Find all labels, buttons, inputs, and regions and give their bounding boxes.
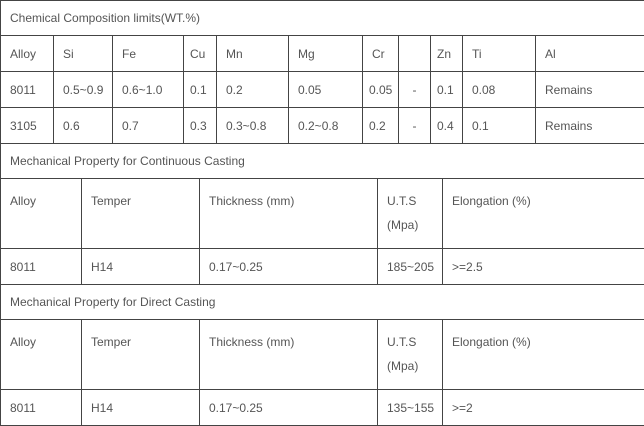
header-cell: Al xyxy=(536,36,644,72)
cell: Remains xyxy=(536,72,644,108)
header-cell: Alloy xyxy=(1,36,54,72)
header-cell: Alloy xyxy=(1,320,82,390)
cell: - xyxy=(399,72,431,108)
cell: 0.05 xyxy=(289,72,363,108)
cell: H14 xyxy=(82,249,200,285)
cell: 0.6~1.0 xyxy=(113,72,184,108)
cell: 0.08 xyxy=(463,72,536,108)
header-cell: Temper xyxy=(82,179,200,249)
header-cell: Fe xyxy=(113,36,184,72)
header-cell: Elongation (%) xyxy=(443,179,644,249)
direct-header-row: Alloy Temper Thickness (mm) U.T.S(Mpa) E… xyxy=(1,320,644,390)
cell: 0.4 xyxy=(431,108,463,144)
continuous-casting-table: Mechanical Property for Continuous Casti… xyxy=(0,143,644,285)
header-cell: Si xyxy=(54,36,113,72)
cell: 8011 xyxy=(1,72,54,108)
cell: >=2.5 xyxy=(443,249,644,285)
uts-label: U.T.S xyxy=(387,330,442,354)
continuous-title-row: Mechanical Property for Continuous Casti… xyxy=(1,144,644,179)
header-cell: Cu xyxy=(184,36,217,72)
cell: 3105 xyxy=(1,108,54,144)
header-cell xyxy=(399,36,431,72)
composition-title-row: Chemical Composition limits(WT.%) xyxy=(1,1,644,36)
header-cell: Ti xyxy=(463,36,536,72)
header-cell-uts: U.T.S(Mpa) xyxy=(378,179,443,249)
composition-table: Chemical Composition limits(WT.%) Alloy … xyxy=(0,0,644,144)
table-row: 3105 0.6 0.7 0.3 0.3~0.8 0.2~0.8 0.2 - 0… xyxy=(1,108,644,144)
uts-unit: (Mpa) xyxy=(387,354,442,378)
continuous-header-row: Alloy Temper Thickness (mm) U.T.S(Mpa) E… xyxy=(1,179,644,249)
cell: 8011 xyxy=(1,249,82,285)
cell: 0.1 xyxy=(184,72,217,108)
cell: 0.2 xyxy=(363,108,399,144)
cell: 0.3~0.8 xyxy=(217,108,289,144)
direct-casting-table: Mechanical Property for Direct Casting A… xyxy=(0,284,644,426)
cell: 185~205 xyxy=(378,249,443,285)
header-cell: Mg xyxy=(289,36,363,72)
header-cell: Temper xyxy=(82,320,200,390)
composition-header-row: Alloy Si Fe Cu Mn Mg Cr Zn Ti Al xyxy=(1,36,644,72)
cell: 0.1 xyxy=(463,108,536,144)
cell: 0.2 xyxy=(217,72,289,108)
uts-unit: (Mpa) xyxy=(387,213,442,237)
header-cell-uts: U.T.S(Mpa) xyxy=(378,320,443,390)
header-cell: Thickness (mm) xyxy=(200,179,378,249)
cell: 0.5~0.9 xyxy=(54,72,113,108)
table-row: 8011 H14 0.17~0.25 185~205 >=2.5 xyxy=(1,249,644,285)
direct-title-row: Mechanical Property for Direct Casting xyxy=(1,285,644,320)
cell: Remains xyxy=(536,108,644,144)
continuous-title: Mechanical Property for Continuous Casti… xyxy=(1,144,644,179)
cell: 0.05 xyxy=(363,72,399,108)
uts-label: U.T.S xyxy=(387,189,442,213)
cell: 0.2~0.8 xyxy=(289,108,363,144)
composition-title: Chemical Composition limits(WT.%) xyxy=(1,1,644,36)
header-cell: Cr xyxy=(363,36,399,72)
header-cell: Alloy xyxy=(1,179,82,249)
header-cell: Mn xyxy=(217,36,289,72)
header-cell: Zn xyxy=(431,36,463,72)
header-cell: Thickness (mm) xyxy=(200,320,378,390)
direct-title: Mechanical Property for Direct Casting xyxy=(1,285,644,320)
cell: 0.6 xyxy=(54,108,113,144)
cell: 0.17~0.25 xyxy=(200,249,378,285)
cell: 0.3 xyxy=(184,108,217,144)
cell: - xyxy=(399,108,431,144)
cell: 0.7 xyxy=(113,108,184,144)
table-row: 8011 0.5~0.9 0.6~1.0 0.1 0.2 0.05 0.05 -… xyxy=(1,72,644,108)
header-cell: Elongation (%) xyxy=(443,320,644,390)
cell: 0.1 xyxy=(431,72,463,108)
